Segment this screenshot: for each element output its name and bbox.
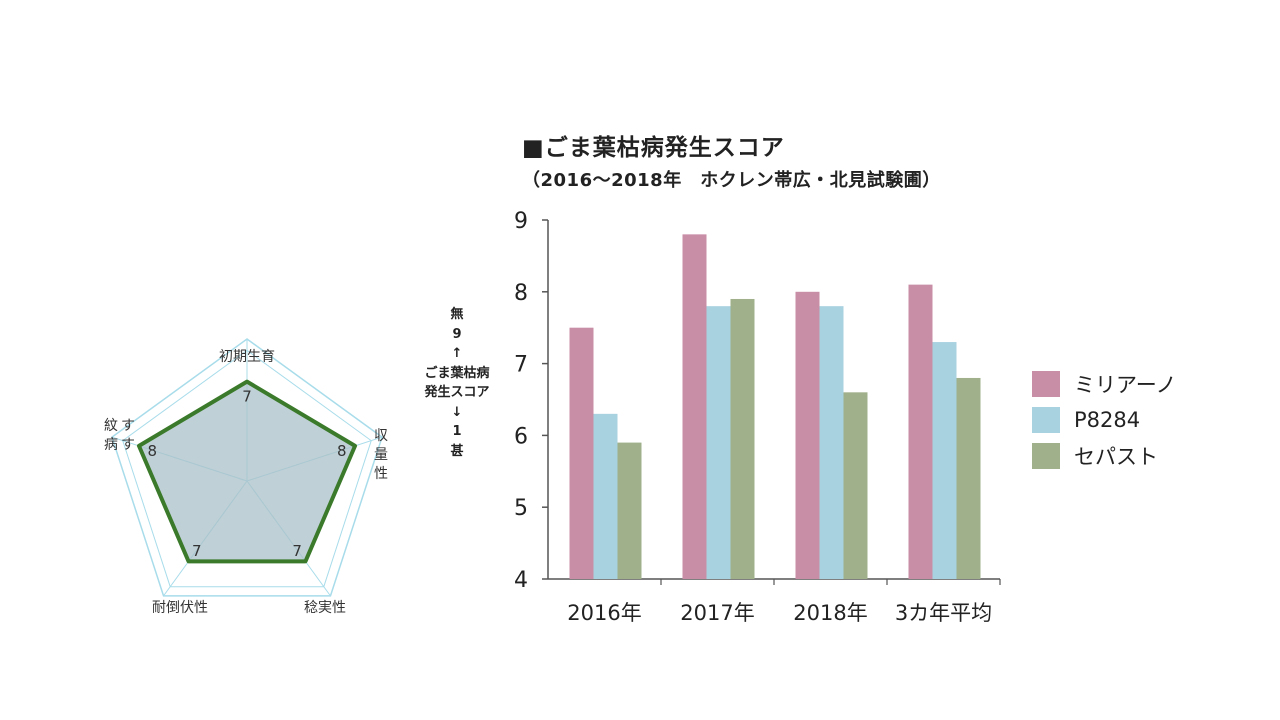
y-axis-label-line: 1 bbox=[452, 424, 462, 439]
bar bbox=[795, 291, 820, 579]
radar-value-label: 7 bbox=[192, 542, 202, 560]
bar bbox=[932, 342, 957, 579]
bar bbox=[593, 413, 618, 579]
bar bbox=[956, 377, 981, 579]
y-tick-label: 7 bbox=[514, 353, 528, 378]
y-axis-label-line: 発生スコア bbox=[424, 385, 490, 400]
legend-swatch bbox=[1032, 443, 1060, 469]
y-axis-label-line: 無 bbox=[450, 307, 464, 322]
radar-value-label: 8 bbox=[337, 442, 347, 460]
y-axis-label-line: ↓ bbox=[451, 404, 463, 420]
radar-axis-label: 耐倒伏性 bbox=[152, 600, 208, 616]
y-tick-label: 8 bbox=[514, 281, 528, 306]
radar-value-labels: 7 8 7 7 8 bbox=[148, 388, 347, 560]
bar bbox=[908, 284, 933, 579]
radar-axis-label-char: 性 bbox=[374, 466, 388, 482]
bar bbox=[682, 234, 707, 580]
chart-title: ■ごま葉枯病発生スコア bbox=[522, 135, 785, 161]
bar bbox=[569, 327, 594, 579]
y-axis-label-line: ごま葉枯病 bbox=[424, 365, 490, 381]
radar-grid-outer bbox=[111, 338, 383, 597]
radar-axis-label-char: 量 bbox=[374, 447, 388, 463]
bar-category-labels: 2016年 2017年 2018年 3カ年平均 bbox=[567, 601, 992, 625]
legend-label: P8284 bbox=[1074, 408, 1141, 432]
y-axis-label-line: 甚 bbox=[450, 443, 464, 459]
y-axis-label-line: 9 bbox=[452, 326, 462, 342]
bar-y-tick-labels: 4 5 6 7 8 9 bbox=[514, 209, 528, 593]
radar-axis-label-char: す bbox=[121, 437, 135, 453]
y-tick-label: 9 bbox=[514, 209, 528, 234]
radar-value-label: 7 bbox=[292, 542, 302, 560]
legend-label: セパスト bbox=[1074, 445, 1158, 469]
bar bbox=[730, 298, 755, 579]
x-category-label: 2018年 bbox=[793, 601, 867, 625]
chart-subtitle: （2016～2018年 ホクレン帯広・北見試験圃） bbox=[522, 170, 941, 191]
bar bbox=[617, 442, 642, 579]
legend-item: P8284 bbox=[1032, 402, 1176, 438]
radar-value-label: 7 bbox=[242, 388, 252, 406]
radar-axis-label: 稔実性 bbox=[304, 600, 346, 616]
legend-label: ミリアーノ bbox=[1074, 373, 1177, 397]
bar bbox=[819, 306, 844, 579]
legend: ミリアーノ P8284 セパスト bbox=[1032, 366, 1176, 474]
legend-item: セパスト bbox=[1032, 438, 1176, 474]
radar-axis-label-char: 病 bbox=[104, 437, 118, 453]
x-category-label: 2017年 bbox=[680, 601, 754, 625]
legend-swatch bbox=[1032, 407, 1060, 433]
radar-series-polygon bbox=[136, 379, 358, 564]
legend-swatch bbox=[1032, 371, 1060, 397]
bar bbox=[843, 392, 868, 579]
y-tick-label: 5 bbox=[514, 496, 528, 521]
y-axis-label-line: ↑ bbox=[451, 346, 463, 361]
y-tick-label: 6 bbox=[514, 424, 528, 449]
radar-axis-label-char: す bbox=[121, 418, 135, 434]
bar-bars bbox=[569, 234, 981, 580]
radar-axis-label: 初期生育 bbox=[219, 348, 275, 365]
y-tick-label: 4 bbox=[514, 568, 528, 593]
radar-axis-label: 収量性 bbox=[374, 428, 388, 482]
radar-axis-label-char: 紋 bbox=[104, 418, 118, 434]
radar-axis-label-char: 収 bbox=[374, 428, 388, 444]
bar bbox=[706, 306, 731, 579]
radar-value-label: 8 bbox=[148, 442, 158, 460]
legend-item: ミリアーノ bbox=[1032, 366, 1176, 402]
x-category-label: 3カ年平均 bbox=[895, 601, 992, 625]
x-category-label: 2016年 bbox=[567, 601, 641, 625]
y-axis-label: 無 9 ↑ ごま葉枯病 発生スコア ↓ 1 甚 bbox=[414, 305, 500, 461]
radar-grid-inner bbox=[122, 349, 372, 588]
